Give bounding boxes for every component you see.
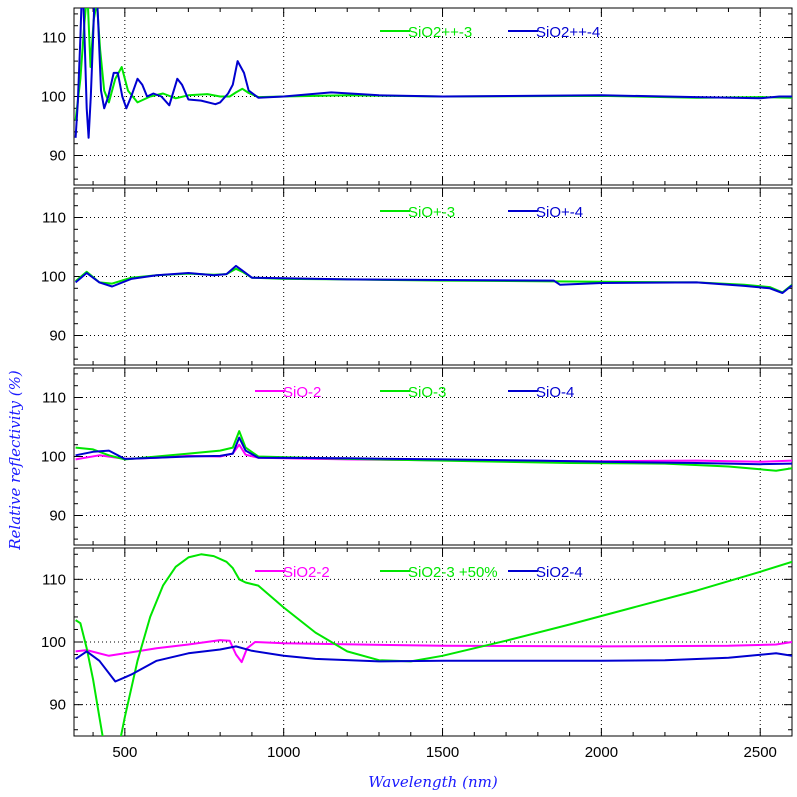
- legend-label: SiO2++-3: [408, 24, 472, 41]
- y-tick-label: 100: [41, 634, 66, 651]
- legend-label: SiO-3: [408, 384, 446, 401]
- legend-label: SiO2-4: [536, 564, 583, 581]
- series-line-sio2-4: [74, 8, 792, 139]
- x-tick-label: 1500: [426, 744, 459, 761]
- series-group: [75, 553, 792, 736]
- y-tick-label: 90: [49, 508, 66, 525]
- series-line-sio2-2: [75, 639, 792, 664]
- x-tick-label: 2500: [744, 744, 777, 761]
- y-tick-label: 100: [41, 269, 66, 286]
- series-line-sio-4: [74, 264, 792, 294]
- series-group: [75, 430, 792, 472]
- y-tick-label: 90: [49, 148, 66, 165]
- legend-label: SiO2-2: [283, 564, 330, 581]
- x-tick-label: 500: [112, 744, 137, 761]
- series-line-sio2-3: [74, 8, 792, 121]
- y-tick-label: 90: [49, 328, 66, 345]
- y-tick-label: 110: [42, 30, 66, 47]
- y-axis-title: Relative reflectivity (%): [6, 370, 24, 551]
- series-line-sio2-3-50-: [75, 553, 792, 736]
- panel-1: 90 100 110 SiO2++-3 SiO2++-4: [41, 7, 793, 186]
- legend-label: SiO+-3: [408, 204, 455, 221]
- y-tick-label: 110: [42, 210, 66, 227]
- panel-2: 90 100 110 SiO+-3 SiO+-4: [41, 187, 793, 366]
- y-tick-label: 110: [42, 390, 66, 407]
- legend-label: SiO-2: [283, 384, 321, 401]
- series-group: [74, 8, 792, 139]
- x-tick-label: 2000: [585, 744, 618, 761]
- series-group: [74, 264, 792, 294]
- legend-label: SiO+-4: [536, 204, 583, 221]
- y-tick-label: 100: [41, 89, 66, 106]
- legend-label: SiO2-3 +50%: [408, 564, 498, 581]
- series-line-sio-3: [75, 430, 792, 472]
- legend-label: SiO2++-4: [536, 24, 600, 41]
- y-tick-label: 100: [41, 449, 66, 466]
- y-tick-label: 90: [49, 697, 66, 714]
- series-line-sio2-4: [75, 645, 792, 683]
- legend-label: SiO-4: [536, 384, 574, 401]
- y-tick-label: 110: [42, 571, 66, 588]
- x-axis-title: Wavelength (nm): [368, 773, 498, 791]
- x-tick-label: 1000: [267, 744, 300, 761]
- panel-3: 90 100 110 SiO-2 SiO-3 SiO-4: [41, 367, 793, 546]
- panel-4: 90 100 110 SiO2-2 SiO2-3 +50% SiO2-4 500 1000 15…: [41, 547, 793, 761]
- series-line-sio-4: [75, 436, 792, 466]
